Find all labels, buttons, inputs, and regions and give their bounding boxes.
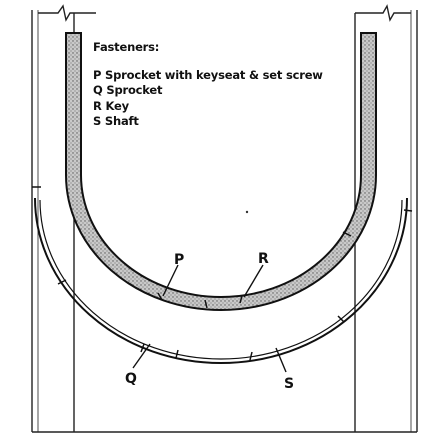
- outer-ring: [34, 197, 408, 364]
- leader-s: [275, 347, 287, 373]
- legend-text: Shaft: [104, 114, 139, 128]
- legend-text: Key: [105, 98, 129, 113]
- legend-letter: P: [93, 67, 102, 82]
- speck: [245, 210, 249, 214]
- callout-r: R: [258, 251, 269, 267]
- callout-q: Q: [125, 371, 137, 387]
- legend-text: Sprocket: [106, 83, 163, 97]
- ring-ticks: [32, 186, 413, 361]
- stippled-band: [65, 32, 377, 311]
- legend-letter: S: [93, 114, 102, 128]
- legend-item-q: Q Sprocket: [93, 83, 323, 99]
- leader-r: [243, 264, 264, 298]
- leader-lines: [132, 264, 287, 373]
- legend-item-s: S Shaft: [93, 114, 323, 130]
- callout-s: S: [284, 376, 294, 392]
- legend-text: Sprocket with keyseat & set screw: [105, 67, 323, 82]
- leader-q: [132, 343, 151, 369]
- callout-p: P: [174, 252, 184, 268]
- legend-letter: Q: [93, 83, 103, 97]
- leader-p: [162, 264, 179, 297]
- break-line-right: [355, 4, 411, 22]
- legend-item-p: P Sprocket with keyseat & set screw: [93, 68, 323, 84]
- legend-letter: R: [93, 98, 102, 113]
- fastener-legend: Fasteners: P Sprocket with keyseat & set…: [93, 40, 323, 130]
- break-line-left: [38, 4, 96, 22]
- legend-item-r: R Key: [93, 99, 323, 115]
- band-marks: [157, 231, 352, 309]
- legend-title: Fasteners:: [93, 40, 160, 54]
